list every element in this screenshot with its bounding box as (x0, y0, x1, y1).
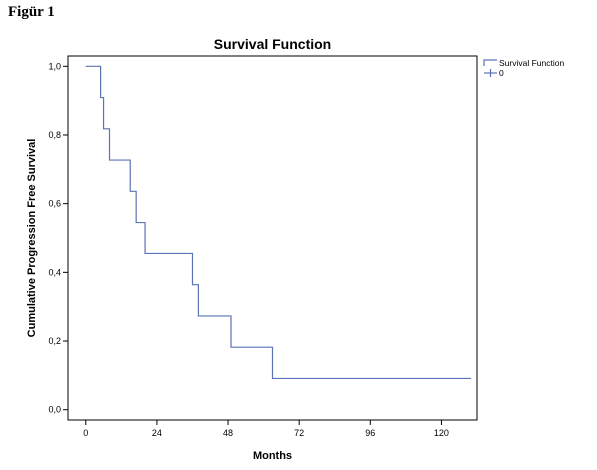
survival-step-line (85, 65, 472, 380)
x-tick-label: 72 (294, 428, 304, 438)
y-tick-label: 0,8 (48, 130, 61, 140)
x-tick-label: 24 (152, 428, 162, 438)
y-axis-label: Cumulative Progression Free Survival (26, 139, 38, 338)
y-tick-label: 0,4 (48, 267, 61, 277)
legend-label-censored: 0 (499, 68, 504, 78)
y-tick-label: 0,6 (48, 199, 61, 209)
y-tick-label: 0,0 (48, 405, 61, 415)
legend-label-survival: Survival Function (499, 58, 564, 68)
figure-label: Figür 1 (8, 4, 55, 20)
y-axis-ticks: 0,0 0,2 0,4 0,6 0,8 1,0 (48, 61, 68, 415)
y-tick-label: 1,0 (48, 61, 61, 71)
plot-frame (67, 55, 478, 421)
x-axis-ticks: 0 24 48 72 96 120 (83, 420, 449, 438)
chart-title: Survival Function (214, 36, 331, 52)
x-tick-label: 120 (434, 428, 449, 438)
x-tick-label: 96 (365, 428, 375, 438)
legend-step-marker (483, 59, 497, 66)
x-tick-label: 0 (83, 428, 88, 438)
x-tick-label: 48 (223, 428, 233, 438)
y-tick-label: 0,2 (48, 336, 61, 346)
x-axis-label: Months (253, 450, 292, 462)
